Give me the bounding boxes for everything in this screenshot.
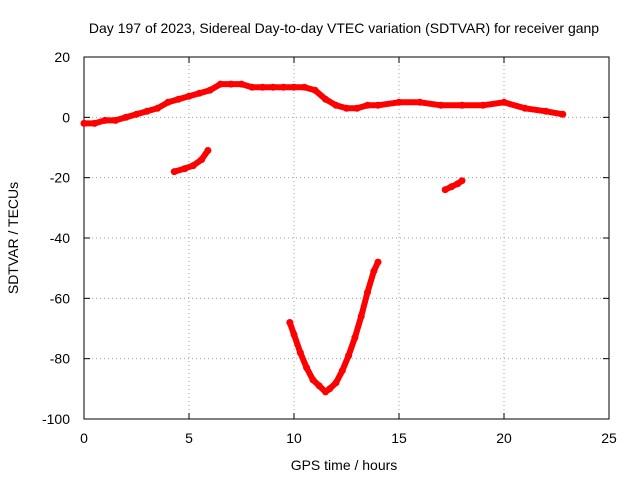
x-axis-label: GPS time / hours bbox=[291, 457, 398, 473]
data-point bbox=[559, 110, 567, 118]
data-point bbox=[280, 83, 287, 91]
data-point bbox=[181, 165, 189, 173]
data-point bbox=[164, 98, 172, 106]
data-point bbox=[227, 80, 235, 88]
y-tick-label: -60 bbox=[50, 290, 70, 306]
series-main-arc bbox=[80, 80, 567, 127]
data-point bbox=[521, 104, 529, 112]
data-point bbox=[269, 83, 277, 91]
data-point bbox=[364, 288, 371, 296]
x-tick-label: 0 bbox=[80, 430, 88, 446]
data-point bbox=[80, 119, 88, 127]
data-point bbox=[196, 89, 203, 97]
series-arc-4 bbox=[286, 258, 382, 396]
y-axis-label: SDTVAR / TECUs bbox=[5, 182, 21, 294]
data-point bbox=[500, 98, 508, 106]
data-point bbox=[122, 113, 130, 121]
data-point bbox=[175, 95, 182, 103]
data-point bbox=[322, 95, 329, 103]
y-tick-label: -100 bbox=[42, 411, 70, 427]
data-point bbox=[238, 80, 245, 88]
y-tick-label: -40 bbox=[50, 230, 70, 246]
data-point bbox=[101, 116, 109, 124]
data-point bbox=[441, 186, 449, 194]
data-point bbox=[343, 104, 350, 112]
data-point bbox=[353, 104, 361, 112]
series-layer bbox=[80, 80, 567, 396]
data-point bbox=[542, 107, 550, 115]
data-point bbox=[204, 147, 212, 154]
data-point bbox=[448, 183, 455, 191]
x-tick-label: 25 bbox=[601, 430, 617, 446]
x-tick-label: 10 bbox=[286, 430, 302, 446]
data-point bbox=[206, 86, 214, 94]
tick-layer: 0 5 10 15 20 25 20 0 -20 -40 -60 -80 -100 bbox=[42, 49, 617, 446]
data-point bbox=[290, 331, 298, 338]
y-tick-label: 0 bbox=[62, 109, 70, 125]
chart-title: Day 197 of 2023, Sidereal Day-to-day VTE… bbox=[89, 20, 599, 36]
data-point bbox=[357, 312, 365, 320]
series-line bbox=[286, 259, 381, 395]
data-point bbox=[248, 83, 256, 91]
x-tick-label: 15 bbox=[391, 430, 407, 446]
series-line bbox=[81, 81, 566, 127]
x-tick-label: 5 bbox=[185, 430, 193, 446]
data-point bbox=[217, 80, 224, 88]
y-tick-label: 20 bbox=[54, 49, 70, 65]
data-point bbox=[437, 101, 445, 109]
data-point bbox=[303, 364, 311, 372]
data-point bbox=[345, 352, 353, 360]
data-point bbox=[301, 83, 308, 91]
data-point bbox=[112, 116, 119, 124]
data-point bbox=[370, 267, 378, 275]
data-point bbox=[185, 92, 193, 100]
series-arc-2 bbox=[170, 147, 212, 176]
data-point bbox=[364, 101, 371, 109]
data-point bbox=[311, 86, 319, 94]
data-point bbox=[374, 101, 382, 109]
data-point bbox=[315, 382, 323, 390]
data-point bbox=[351, 334, 359, 342]
data-point bbox=[91, 119, 98, 127]
series-arc-3 bbox=[441, 177, 466, 194]
y-tick-label: -80 bbox=[50, 351, 70, 367]
data-point bbox=[286, 319, 294, 326]
data-point bbox=[416, 98, 424, 106]
data-point bbox=[290, 83, 298, 91]
data-point bbox=[309, 376, 317, 384]
data-point bbox=[259, 83, 266, 91]
data-point bbox=[374, 258, 382, 266]
data-point bbox=[458, 101, 466, 109]
data-point bbox=[296, 349, 304, 357]
data-point bbox=[198, 156, 206, 164]
x-tick-label: 20 bbox=[496, 430, 512, 446]
data-point bbox=[338, 367, 346, 375]
data-point bbox=[170, 168, 178, 176]
y-tick-label: -20 bbox=[50, 170, 70, 186]
data-point bbox=[326, 385, 334, 393]
grid-layer bbox=[84, 57, 609, 419]
data-point bbox=[133, 110, 140, 118]
data-point bbox=[395, 98, 403, 106]
data-point bbox=[458, 177, 466, 185]
data-point bbox=[479, 101, 487, 109]
data-point bbox=[154, 104, 161, 112]
data-point bbox=[332, 101, 340, 109]
data-point bbox=[143, 107, 151, 115]
data-point bbox=[189, 162, 197, 170]
data-point bbox=[332, 379, 340, 387]
